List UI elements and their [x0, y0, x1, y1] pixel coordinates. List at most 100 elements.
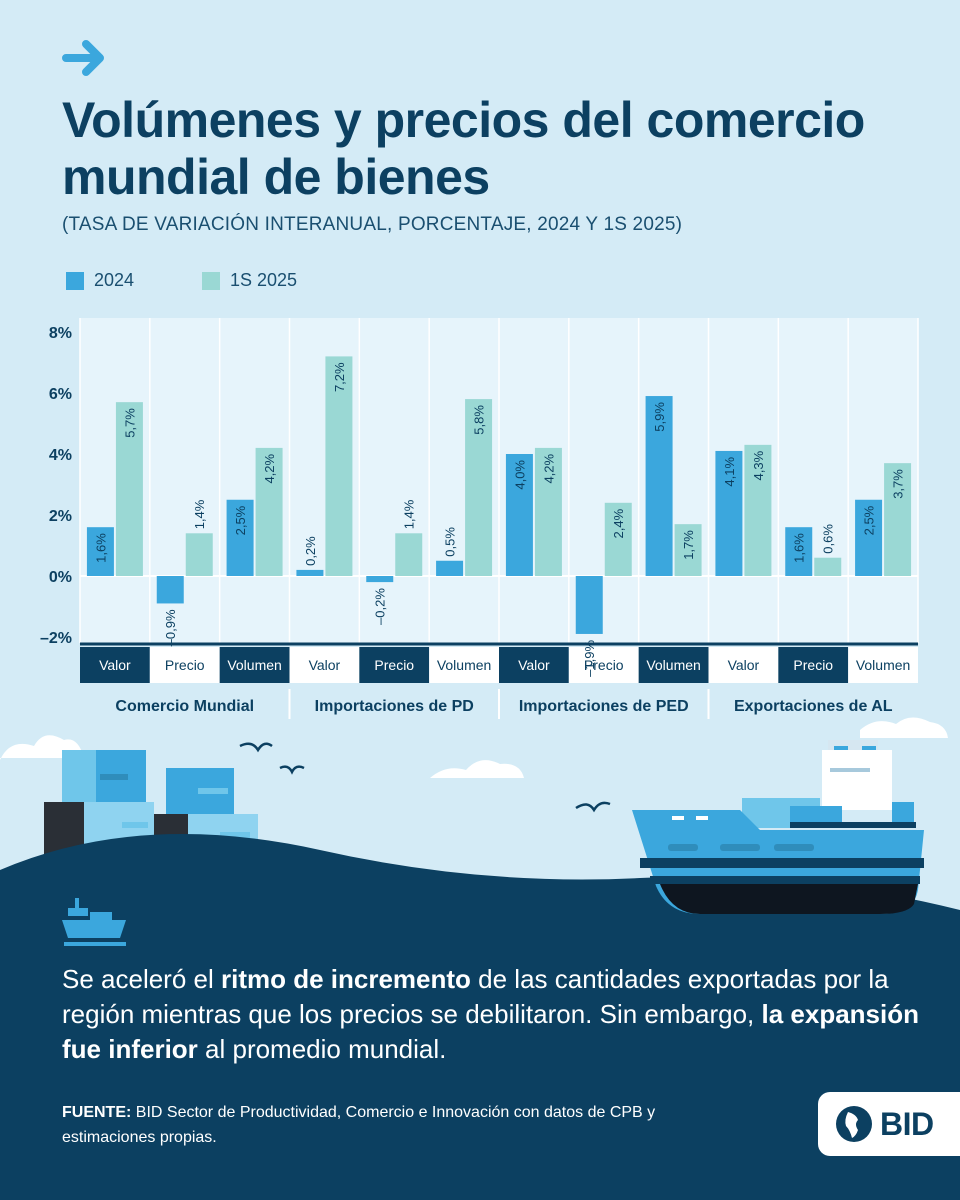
arrow-right-icon — [62, 40, 104, 76]
data-label: 2,4% — [611, 508, 626, 538]
page-title: Volúmenes y precios del comercio mundial… — [62, 92, 865, 205]
globe-icon — [836, 1106, 872, 1142]
legend-item-1s2025: 1S 2025 — [202, 270, 297, 291]
category-label: Valor — [728, 657, 760, 673]
bird-icon — [575, 801, 611, 813]
message-bold-2: la expansión fue inferior — [62, 999, 919, 1064]
category-label: Precio — [374, 657, 414, 673]
category-box — [708, 647, 779, 683]
data-label: 4,0% — [512, 460, 527, 490]
cloud-right — [860, 717, 948, 738]
bar-1s2025 — [534, 447, 562, 576]
sea — [0, 834, 960, 1200]
bar-1s2025 — [744, 444, 772, 576]
bar-2024 — [575, 576, 603, 634]
data-label: 4,1% — [722, 457, 737, 487]
ship-icon — [62, 898, 126, 946]
group-label: Comercio Mundial — [115, 698, 254, 715]
source-label: FUENTE: — [62, 1104, 132, 1121]
category-box — [80, 647, 150, 683]
group-label: Importaciones de PD — [315, 698, 474, 715]
bar-1s2025 — [884, 463, 912, 576]
category-label: Precio — [793, 657, 833, 673]
data-label: 4,2% — [541, 453, 556, 483]
bar-1s2025 — [465, 399, 493, 576]
category-label: Valor — [99, 657, 131, 673]
source-note: FUENTE: BID Sector de Productividad, Com… — [62, 1100, 682, 1150]
bar-1s2025 — [255, 447, 283, 576]
summary-message: Se aceleró el ritmo de incremento de las… — [62, 962, 922, 1067]
data-label: 0,5% — [443, 527, 458, 557]
message-bold-1: ritmo de incremento — [220, 964, 471, 994]
category-box — [778, 647, 849, 683]
y-tick-label: 4% — [49, 447, 72, 464]
data-label: 1,4% — [402, 499, 417, 529]
data-label: 4,3% — [751, 450, 766, 480]
category-box — [289, 647, 360, 683]
legend-label-1s2025: 1S 2025 — [230, 270, 298, 290]
bid-logo: BID — [818, 1092, 960, 1156]
data-label: 5,9% — [652, 402, 667, 432]
data-label: 1,4% — [192, 499, 207, 529]
bottom-scene — [0, 717, 960, 1200]
data-label: 5,7% — [122, 408, 137, 438]
source-text: BID Sector de Productividad, Comercio e … — [62, 1104, 656, 1146]
category-box — [429, 647, 499, 683]
data-label: 2,5% — [862, 505, 877, 535]
category-label: Precio — [165, 657, 205, 673]
bar-2024 — [715, 450, 743, 576]
category-label: Volumen — [437, 657, 491, 673]
bar-2024 — [86, 527, 114, 576]
category-box — [568, 647, 639, 683]
data-label: 1,7% — [681, 530, 696, 560]
logo-text: BID — [880, 1105, 934, 1142]
data-label: 1,6% — [792, 533, 807, 563]
data-label: –1,9% — [582, 640, 597, 677]
legend-item-2024: 2024 — [66, 270, 134, 291]
bird-icon — [239, 742, 273, 753]
legend-swatch-2024 — [66, 271, 84, 290]
y-tick-label: 8% — [49, 325, 72, 342]
category-label: Volumen — [227, 657, 281, 673]
data-label: 0,6% — [821, 524, 836, 554]
category-box — [149, 647, 220, 683]
message-text-1: Se aceleró el — [62, 964, 221, 994]
legend-label-2024: 2024 — [94, 270, 135, 290]
bar-1s2025 — [185, 533, 213, 576]
group-label: Exportaciones de AL — [734, 698, 893, 715]
category-label: Valor — [518, 657, 550, 673]
message-text-2: de las cantidades exportadas por la regi… — [62, 964, 889, 1029]
category-box — [638, 647, 709, 683]
y-tick-label: 2% — [49, 508, 72, 525]
y-tick-label: 0% — [49, 569, 72, 586]
bar-2024 — [156, 576, 184, 604]
bar-2024 — [296, 569, 324, 576]
ship-illustration — [632, 740, 924, 914]
bar-2024 — [366, 576, 394, 583]
y-tick-label: 6% — [49, 386, 72, 403]
data-label: 4,2% — [262, 453, 277, 483]
cloud-middle — [430, 760, 524, 778]
legend-swatch-1s2025 — [202, 271, 220, 290]
data-label: 1,6% — [93, 533, 108, 563]
y-tick-label: –2% — [40, 630, 72, 647]
data-label: 0,2% — [303, 536, 318, 566]
message-text-3: al promedio mundial. — [197, 1034, 447, 1064]
bar-1s2025 — [115, 402, 143, 576]
category-label: Valor — [309, 657, 341, 673]
bar-1s2025 — [325, 356, 353, 576]
data-label: 3,7% — [891, 469, 906, 499]
category-box — [219, 647, 290, 683]
data-label: –0,9% — [163, 609, 178, 646]
category-label: Volumen — [856, 657, 910, 673]
page-subtitle: (TASA DE VARIACIÓN INTERANUAL, PORCENTAJ… — [62, 214, 683, 235]
bar-1s2025 — [814, 557, 842, 576]
bird-icon — [279, 765, 305, 775]
category-box — [359, 647, 430, 683]
data-label: 5,8% — [472, 405, 487, 435]
bar-2024 — [226, 499, 254, 576]
category-label: Volumen — [646, 657, 700, 673]
category-box — [848, 647, 918, 683]
bar-2024 — [645, 396, 673, 576]
category-box — [499, 647, 569, 683]
